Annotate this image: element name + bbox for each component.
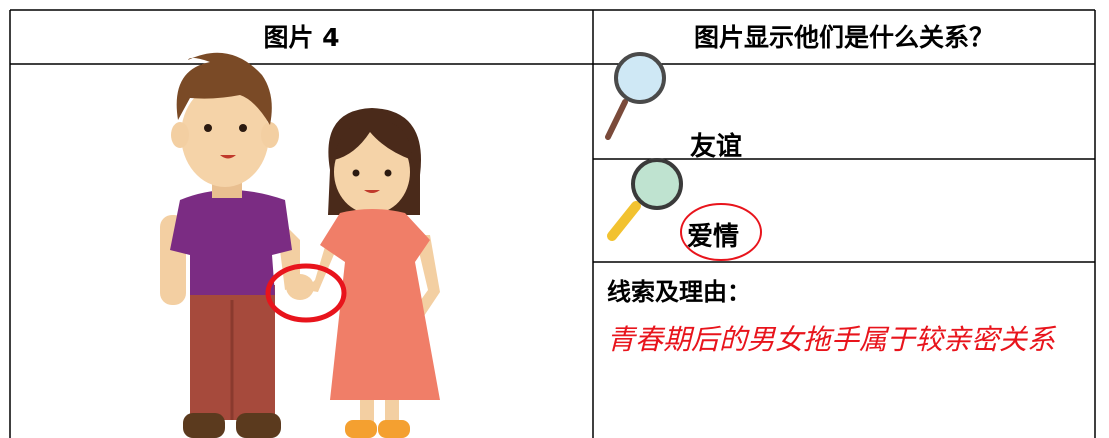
head	[334, 130, 410, 214]
shoe	[378, 420, 410, 438]
leg	[385, 395, 399, 425]
shirt	[170, 190, 292, 295]
lens	[631, 158, 683, 210]
magnifier-icon	[605, 52, 666, 140]
magnifier-icon	[607, 158, 683, 241]
dress	[320, 209, 440, 400]
header-cell: 图片 4	[263, 23, 340, 52]
hair	[176, 52, 272, 125]
head	[181, 83, 269, 187]
header-cell: 图片显示他们是什么关系？	[693, 23, 994, 52]
mouth	[220, 155, 236, 159]
eye	[204, 124, 212, 132]
illustration-woman	[305, 108, 440, 438]
arm	[410, 235, 440, 322]
answer-text: 青春期后的男女拖手属于较亲密关系	[607, 323, 1056, 356]
handle	[607, 201, 641, 241]
handle	[605, 99, 628, 140]
mouth	[364, 190, 380, 193]
clue-label: 线索及理由：	[607, 278, 751, 306]
leg	[360, 395, 374, 425]
ear	[261, 122, 279, 148]
eye	[239, 124, 247, 132]
eye	[384, 169, 392, 177]
lens	[614, 52, 666, 104]
shoe	[236, 413, 281, 438]
table-borders	[9, 9, 1096, 438]
option-text: 友谊	[690, 132, 743, 162]
shoe	[345, 420, 377, 438]
eye	[352, 169, 360, 177]
illustration-man	[160, 52, 314, 438]
option-text: 爱情	[687, 222, 740, 252]
answer-circle	[680, 203, 762, 261]
shoe	[183, 413, 225, 438]
hand	[286, 274, 314, 300]
ear	[171, 122, 189, 148]
highlight-circle	[265, 263, 347, 323]
hair	[334, 119, 412, 160]
